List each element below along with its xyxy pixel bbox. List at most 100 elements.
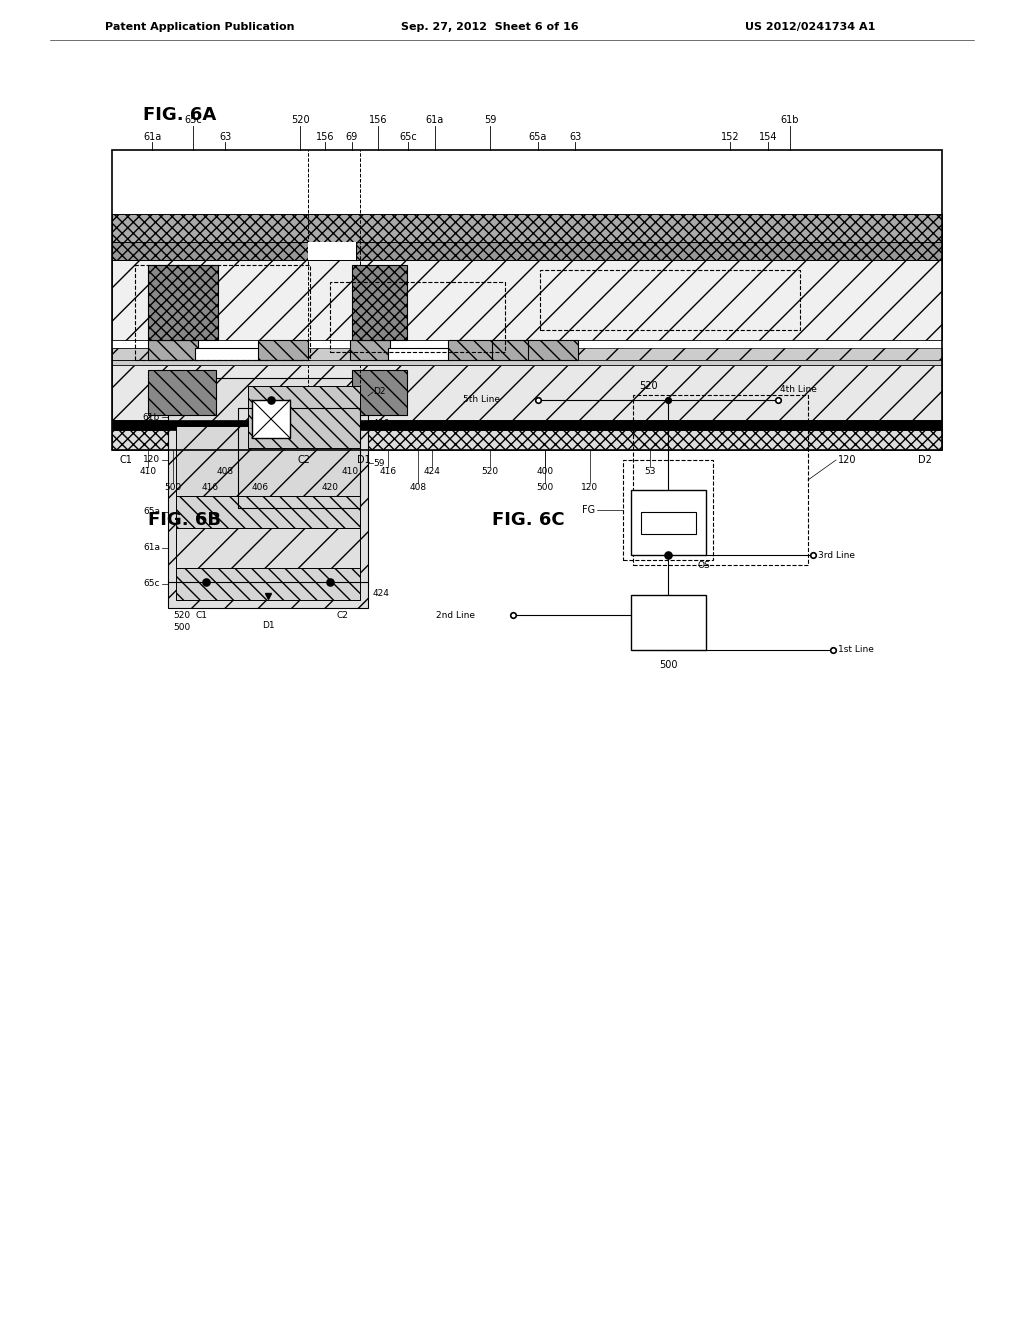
Text: 520: 520 [481,467,499,477]
Text: 400: 400 [537,467,554,477]
Text: 120: 120 [582,483,599,492]
Text: 65c: 65c [399,132,417,143]
Bar [176,568,360,601]
Text: 410: 410 [139,467,157,477]
Text: 3rd Line: 3rd Line [818,550,855,560]
Text: 500: 500 [658,660,677,671]
Text: FG: FG [582,506,595,515]
Bar [352,370,407,414]
Bar [330,282,505,352]
Text: D1: D1 [357,455,371,465]
Text: 61b: 61b [780,115,800,125]
Bar [112,360,942,366]
Bar [641,512,696,535]
Bar [112,214,942,242]
Text: 65c: 65c [184,115,202,125]
Text: 120: 120 [143,455,160,465]
Bar [623,459,713,560]
Text: 152: 152 [721,132,739,143]
Bar [148,341,198,360]
Bar [633,395,808,565]
Text: 408: 408 [216,467,233,477]
Bar [350,341,390,360]
Text: 520: 520 [173,611,190,620]
Text: C1: C1 [195,611,207,620]
Text: FIG. 6A: FIG. 6A [143,106,216,124]
Text: D2: D2 [919,455,932,465]
Text: Patent Application Publication: Patent Application Publication [105,22,295,32]
Text: 420: 420 [322,483,339,492]
Text: D1: D1 [262,622,274,631]
Text: 156: 156 [315,132,334,143]
Bar [252,400,290,438]
Bar [631,595,706,649]
Text: 63: 63 [569,132,582,143]
Text: 61a: 61a [426,115,444,125]
Text: 61a: 61a [143,132,161,143]
Bar [238,408,360,508]
Bar [112,366,942,420]
Text: 500: 500 [537,483,554,492]
Bar [112,260,942,341]
Text: D2: D2 [373,388,385,396]
Text: 53: 53 [644,467,655,477]
Text: 59: 59 [373,458,384,467]
Text: FIG. 6C: FIG. 6C [492,511,564,529]
Text: 406: 406 [373,418,390,428]
Text: 520: 520 [291,115,309,125]
Bar [528,341,578,360]
Bar [449,341,493,360]
Text: 500: 500 [165,483,181,492]
Text: 2nd Line: 2nd Line [436,610,475,619]
Text: FIG. 6B: FIG. 6B [148,511,221,529]
Text: 406: 406 [252,483,268,492]
Text: 424: 424 [373,589,390,598]
Bar [112,348,148,360]
Bar [195,348,260,360]
Bar [308,348,353,360]
Bar [135,265,310,360]
Text: C1: C1 [120,455,133,465]
Text: 61b: 61b [142,412,160,421]
Text: US 2012/0241734 A1: US 2012/0241734 A1 [744,22,876,32]
Text: 61a: 61a [143,544,160,553]
Bar [176,528,360,568]
Bar [148,370,216,414]
Bar [352,265,407,341]
Text: OS: OS [697,561,710,569]
Bar [258,341,308,360]
Bar [148,265,218,341]
Text: 410: 410 [341,467,358,477]
Text: 424: 424 [424,467,440,477]
Text: 1st Line: 1st Line [838,645,873,655]
Bar [578,348,942,360]
Text: Sep. 27, 2012  Sheet 6 of 16: Sep. 27, 2012 Sheet 6 of 16 [401,22,579,32]
Text: 65c: 65c [143,579,160,589]
Text: C2: C2 [298,455,311,465]
Bar [492,341,532,360]
Bar [388,348,450,360]
Text: 154: 154 [759,132,777,143]
Bar [112,420,942,430]
Text: 520: 520 [639,381,657,391]
Text: 500: 500 [173,623,190,632]
Text: 65a: 65a [528,132,547,143]
Text: 59: 59 [483,115,497,125]
Bar [540,271,800,330]
Text: 416: 416 [380,467,396,477]
Bar [112,430,942,450]
Text: 65a: 65a [143,507,160,516]
Text: 156: 156 [369,115,387,125]
Text: 5th Line: 5th Line [463,396,500,404]
Text: 120: 120 [838,455,856,465]
Bar [176,496,360,528]
Text: 408: 408 [410,483,427,492]
Text: 4th Line: 4th Line [780,385,817,395]
Bar [168,378,368,609]
Text: 69: 69 [346,132,358,143]
Bar [112,150,942,450]
Bar [248,385,360,447]
Text: 416: 416 [202,483,218,492]
Bar [112,242,942,260]
Bar [176,426,360,496]
